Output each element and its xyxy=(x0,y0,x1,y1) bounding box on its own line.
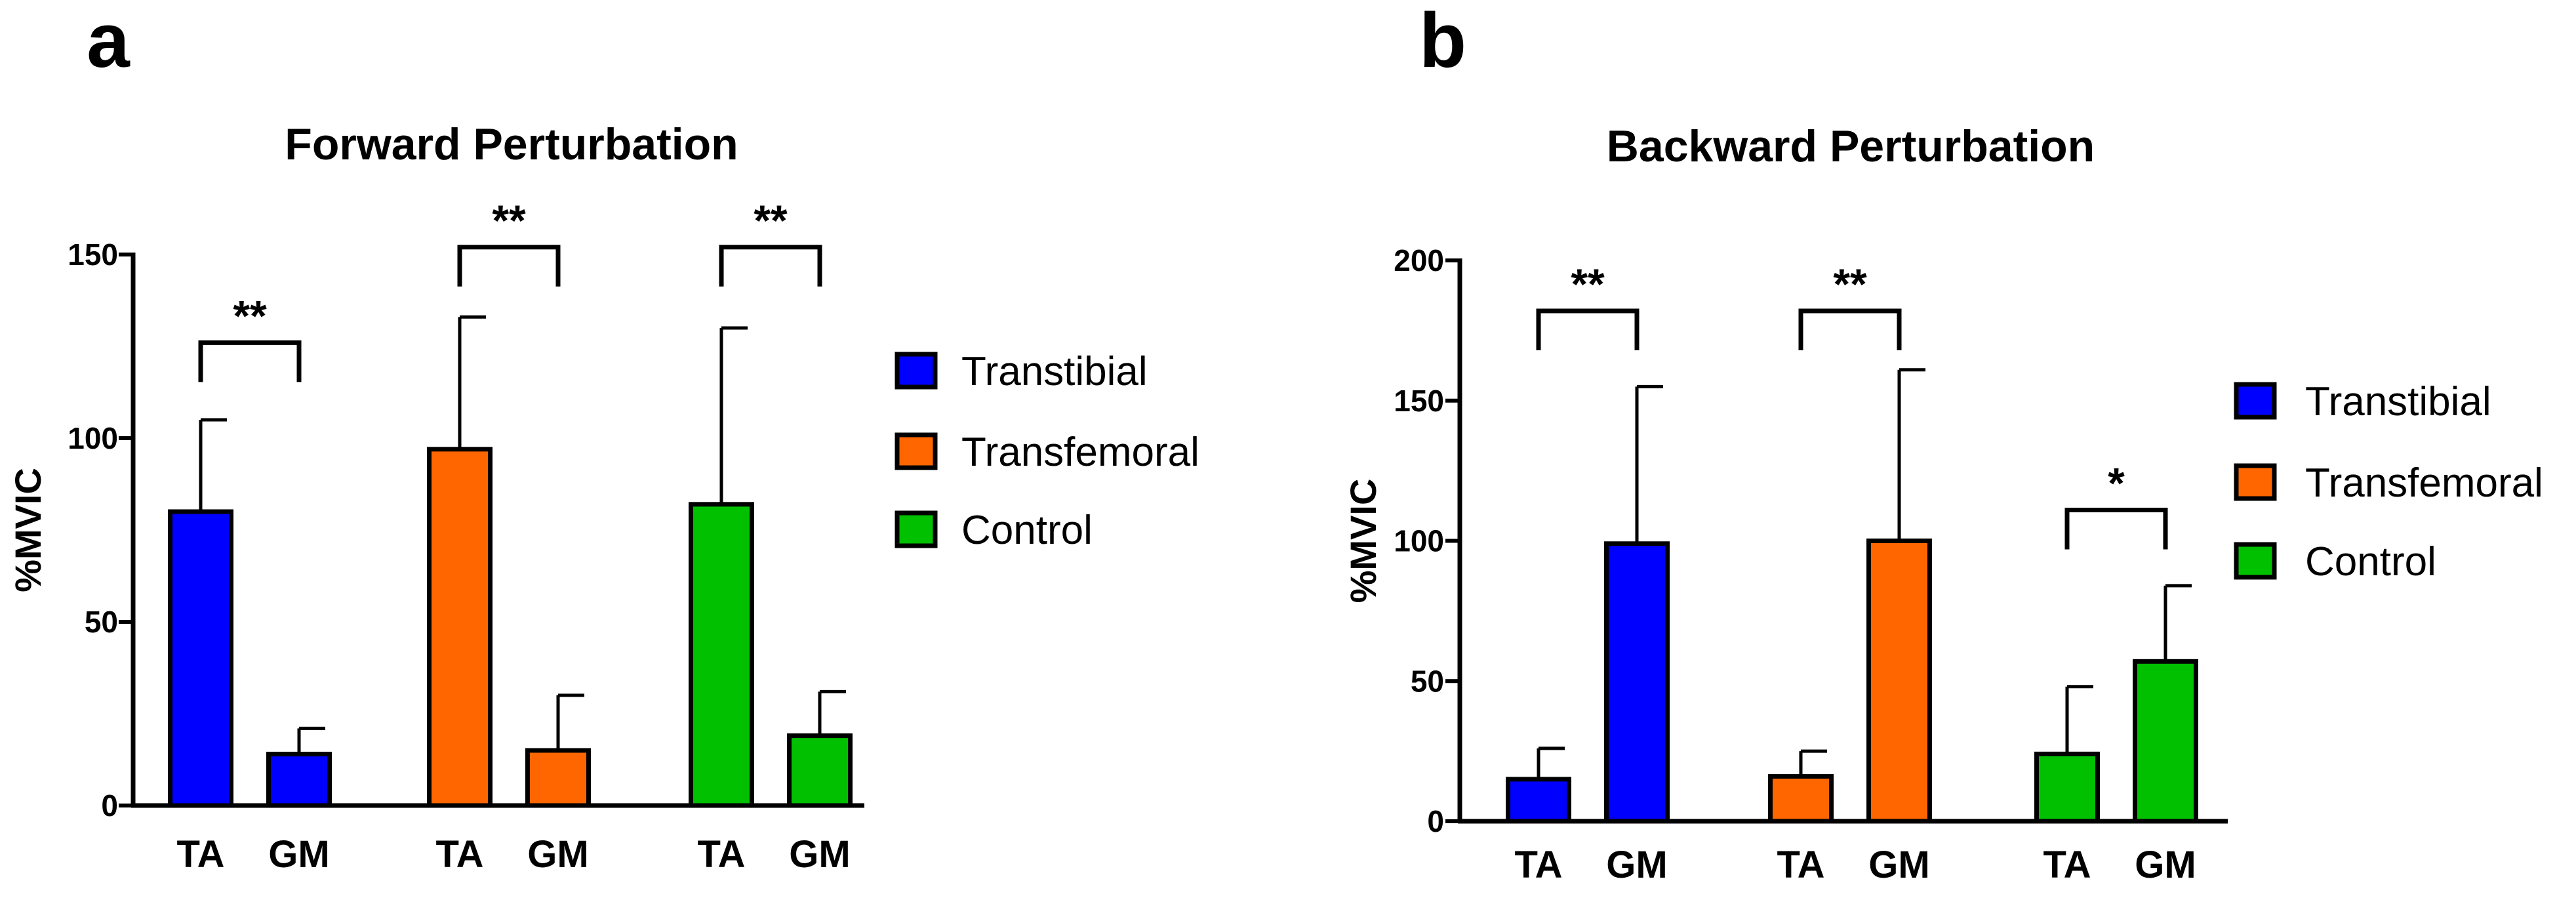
chart-title: Forward Perturbation xyxy=(285,119,738,169)
bar-group-transfemoral: TA GM xyxy=(1768,368,1932,886)
bar-group-transtibial: TA GM xyxy=(1506,384,1670,886)
significance-bracket xyxy=(198,340,302,382)
y-tick-label: 50 xyxy=(85,605,118,639)
x-tick-label: TA xyxy=(176,833,224,876)
legend-swatch-transfemoral xyxy=(895,432,938,470)
y-tick-label: 150 xyxy=(68,237,118,272)
x-tick-label: TA xyxy=(1777,844,1824,886)
bar-transfemoral-gm xyxy=(525,748,591,808)
x-tick-label: TA xyxy=(2043,844,2091,886)
legend-swatch-control xyxy=(895,510,938,548)
x-tick-label: GM xyxy=(2135,844,2196,886)
x-tick-label: GM xyxy=(268,833,329,876)
significance-bracket xyxy=(1536,308,1640,350)
chart-title: Backward Perturbation xyxy=(1607,121,2095,171)
bar-control-gm xyxy=(787,733,853,808)
legend-label: Control xyxy=(961,508,1093,553)
significance-bracket xyxy=(719,245,822,287)
significance-bracket xyxy=(2064,507,2168,550)
legend-label: Control xyxy=(2305,539,2436,584)
legend-label: Transtibial xyxy=(961,349,1148,394)
significance-label: ** xyxy=(233,291,267,340)
bar-control-ta xyxy=(689,502,754,808)
legend-swatch-transtibial xyxy=(895,352,938,390)
bar-control-gm xyxy=(2133,659,2198,824)
bar-transtibial-gm xyxy=(266,752,332,808)
significance-label: ** xyxy=(1571,260,1605,308)
legend-label: Transfemoral xyxy=(961,430,1199,475)
bar-transtibial-ta xyxy=(1506,777,1571,824)
significance-label: * xyxy=(2108,459,2125,507)
significance-label: ** xyxy=(1833,260,1867,308)
bar-group-transtibial: TA GM xyxy=(168,418,332,876)
y-axis-label: %MVIC xyxy=(7,468,49,592)
y-tick-label: 0 xyxy=(101,788,118,823)
legend-swatch-control xyxy=(2234,542,2277,580)
legend-swatch-transfemoral xyxy=(2234,463,2277,501)
x-tick-label: GM xyxy=(527,833,588,876)
legend-label: Transtibial xyxy=(2305,379,2491,424)
bar-transtibial-ta xyxy=(168,509,233,808)
bar-group-control: TA GM xyxy=(689,326,853,876)
panel-letter: b xyxy=(1419,0,1466,84)
significance-label: ** xyxy=(754,196,788,245)
y-tick-label: 100 xyxy=(68,421,118,455)
y-axis-label: %MVIC xyxy=(1342,479,1384,603)
y-tick-label: 150 xyxy=(1394,384,1444,418)
y-tick-label: 200 xyxy=(1394,243,1444,277)
y-tick-label: 50 xyxy=(1411,664,1444,698)
x-tick-label: TA xyxy=(697,833,745,876)
bar-transtibial-gm xyxy=(1604,541,1670,824)
legend-swatch-transtibial xyxy=(2234,382,2277,420)
legend-label: Transfemoral xyxy=(2305,460,2543,506)
bar-group-transfemoral: TA GM xyxy=(427,315,591,876)
bar-group-control: TA GM xyxy=(2034,584,2198,886)
y-tick-label: 100 xyxy=(1394,524,1444,558)
x-tick-label: GM xyxy=(1868,844,1929,886)
legend: Transtibial Transfemoral Control xyxy=(895,349,1199,553)
legend: Transtibial Transfemoral Control xyxy=(2234,379,2543,584)
x-tick-label: TA xyxy=(1514,844,1562,886)
x-tick-label: GM xyxy=(789,833,850,876)
significance-bracket xyxy=(1798,308,1902,350)
x-tick-label: TA xyxy=(435,833,483,876)
significance-bracket xyxy=(457,245,561,287)
panel-b: b Backward Perturbation %MVIC 0 50 100 150 200 T… xyxy=(1342,0,2543,886)
y-tick-label: 0 xyxy=(1427,804,1444,838)
bar-transfemoral-ta xyxy=(427,447,493,808)
bar-transfemoral-ta xyxy=(1768,774,1834,824)
significance-label: ** xyxy=(492,196,526,245)
x-tick-label: GM xyxy=(1606,844,1667,886)
panel-letter: a xyxy=(87,0,131,84)
bar-transfemoral-gm xyxy=(1866,539,1932,824)
bar-control-ta xyxy=(2034,751,2100,824)
